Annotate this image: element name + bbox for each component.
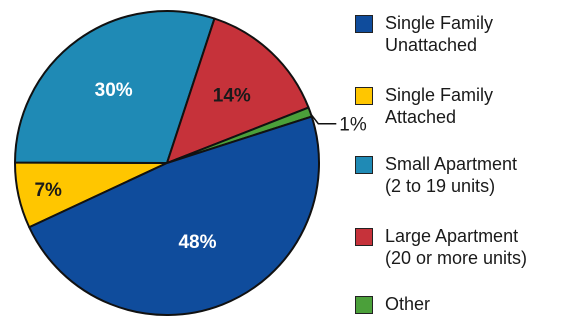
legend-item-single-family-unattached: Single Family Unattached [355, 12, 493, 56]
pie-slice [166, 17, 310, 164]
legend-label: Single Family Attached [385, 85, 494, 127]
slice-label: 30% [95, 80, 133, 101]
pie-slice [28, 115, 320, 316]
legend-swatch [355, 228, 373, 246]
slice-label: 1% [339, 115, 367, 136]
legend-swatch [355, 296, 373, 314]
slice-label: 7% [34, 180, 62, 201]
legend-label: Small Apartment (2 to 19 units) [385, 154, 518, 196]
leader-line [310, 114, 337, 125]
legend-label: Single Family Unattached [385, 13, 494, 55]
legend-label: Large Apartment (20 or more units) [385, 226, 528, 268]
pie-slices [13, 10, 320, 316]
pie-labels: 7% 30% 14% 1% 48% [34, 80, 366, 253]
legend-item-other: Other [355, 293, 430, 315]
legend-item-small-apartment: Small Apartment (2 to 19 units) [355, 153, 517, 197]
legend-swatch [355, 156, 373, 174]
slice-label: 14% [213, 86, 251, 107]
legend-item-single-family-attached: Single Family Attached [355, 84, 493, 128]
legend-label: Other [385, 294, 431, 314]
pie-slice [14, 10, 216, 164]
legend-swatch [355, 87, 373, 105]
legend-item-large-apartment: Large Apartment (20 or more units) [355, 225, 527, 269]
slice-label: 48% [178, 232, 216, 253]
legend-swatch [355, 15, 373, 33]
